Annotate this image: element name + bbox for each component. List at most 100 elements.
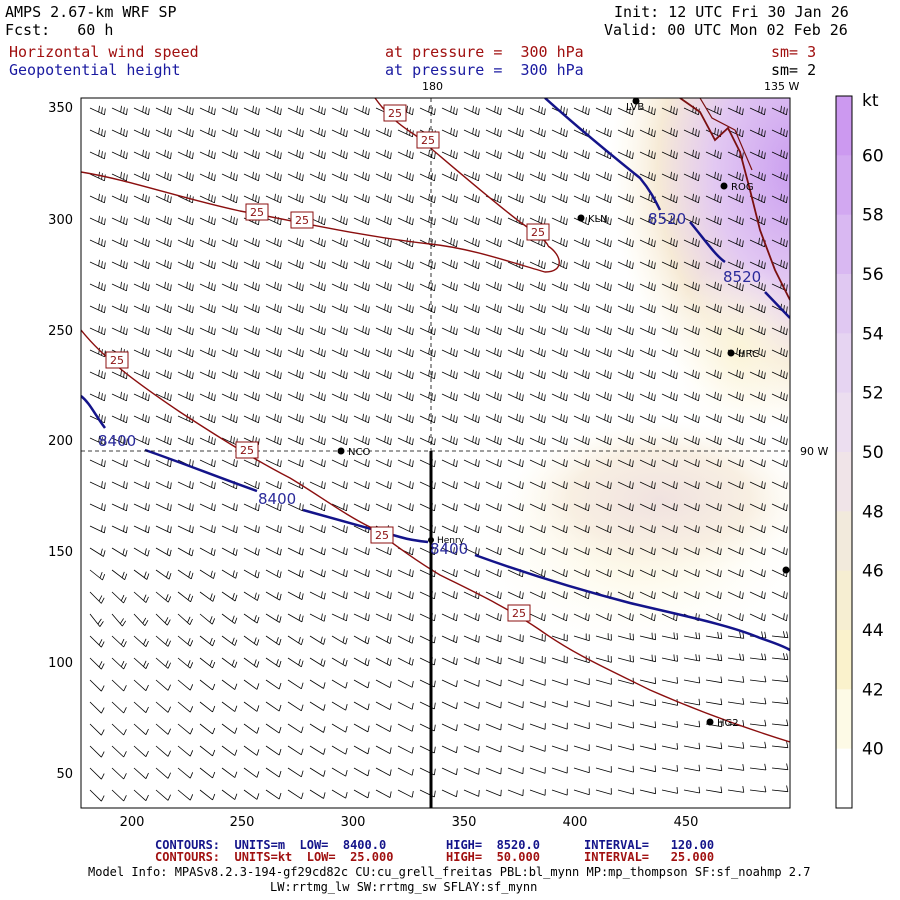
wind-barb: [397, 391, 414, 402]
wind-barb: [529, 259, 546, 270]
wind-barb: [749, 127, 766, 138]
wind-barb: [683, 193, 700, 204]
wind-barb: [309, 127, 326, 138]
wind-barb: [551, 215, 568, 226]
wind-barb: [353, 171, 370, 182]
wind-barb: [221, 657, 238, 668]
wind-barb: [441, 723, 458, 732]
wind-barb: [221, 369, 238, 380]
wind-barb: [265, 413, 282, 424]
wind-barb: [331, 237, 348, 248]
wind-barb: [485, 525, 502, 534]
wind-barb: [111, 657, 127, 670]
wind-barb: [485, 171, 502, 182]
wind-barb: [199, 745, 216, 757]
wind-barb: [375, 127, 392, 138]
wind-barb: [309, 657, 326, 667]
colorbar-label: 48: [862, 502, 884, 522]
wind-barb: [749, 413, 766, 424]
wind-barb: [683, 391, 700, 402]
wind-barb: [199, 149, 216, 160]
wind-barb: [661, 525, 678, 534]
wind-barb: [595, 259, 612, 270]
wind-barb: [331, 105, 348, 116]
wind-barb: [441, 569, 458, 578]
forecast-hour: Fcst: 60 h: [5, 21, 114, 39]
wind-barb: [353, 613, 370, 622]
wind-barb: [551, 413, 568, 424]
wind-barb: [199, 569, 216, 579]
wind-barb: [749, 613, 766, 622]
wind-barb: [221, 525, 238, 534]
wind-barb: [89, 459, 106, 468]
wind-barb: [441, 679, 458, 688]
wind-barb: [155, 459, 172, 468]
wind-barb: [133, 215, 150, 226]
wind-barb: [485, 215, 502, 226]
wind-barb: [661, 237, 678, 248]
wind-barb: [353, 105, 370, 116]
wind-barb: [309, 369, 326, 380]
x-tick-200: 200: [120, 815, 145, 830]
wind-barb: [199, 369, 216, 380]
wind-barb: [155, 723, 171, 735]
wind-barb: [551, 193, 568, 204]
wind-barb: [419, 745, 436, 754]
wind-barb: [397, 503, 414, 512]
wind-barb: [155, 369, 172, 380]
wind-barb: [287, 105, 304, 116]
height-contour-8400c: [302, 508, 429, 544]
colorbar-label: 42: [862, 680, 884, 700]
wind-barb: [551, 481, 568, 490]
x-tick-350: 350: [452, 815, 477, 830]
wind-barb: [265, 215, 282, 226]
wind-barb: [463, 525, 480, 534]
wind-barb: [749, 347, 766, 358]
wind-barb: [265, 303, 282, 314]
wind-barb: [177, 149, 194, 160]
wind-barb: [771, 741, 789, 749]
wind-barb: [727, 435, 744, 446]
station-hg2-marker: [706, 718, 714, 726]
plot-frame: [80, 97, 791, 809]
wind-barb: [771, 435, 788, 446]
wind-barb: [683, 786, 701, 794]
wind-barb: [419, 413, 436, 424]
wind-barb: [133, 325, 150, 336]
wind-barb: [661, 654, 678, 662]
wind-barb: [419, 459, 436, 468]
wind-barb: [265, 591, 282, 601]
wind-barb: [221, 723, 238, 734]
wind-barb: [727, 631, 745, 639]
wind-barb: [771, 215, 788, 226]
wind-barb: [265, 171, 282, 182]
wind-barb: [661, 743, 678, 750]
wind-barb: [353, 391, 370, 402]
wind-barb: [441, 767, 458, 776]
wind-barb: [749, 503, 766, 512]
wind-barb: [89, 613, 104, 627]
wind-barb: [155, 789, 171, 801]
wind-barb: [287, 591, 304, 600]
wind-barb: [507, 325, 524, 336]
wind-barb: [529, 391, 546, 402]
wind-barb: [221, 789, 238, 800]
wind-barb: [309, 259, 326, 270]
wind-barb: [353, 679, 370, 689]
wind-barb: [617, 105, 634, 116]
wind-barb: [507, 656, 524, 665]
wind-barb: [397, 215, 414, 226]
wind-barb: [507, 481, 524, 490]
wind-barb: [309, 347, 326, 358]
wind-barb: [155, 591, 172, 603]
wind-barb: [133, 789, 149, 801]
wind-barb: [375, 215, 392, 226]
wind-barb: [573, 678, 590, 686]
wind-barb: [221, 679, 238, 690]
wind-barb: [177, 679, 194, 691]
wind-barb: [419, 701, 436, 710]
wind-barb: [595, 459, 612, 468]
wind-barb: [573, 237, 590, 248]
wind-barb: [771, 591, 788, 600]
wind-barb: [353, 369, 370, 380]
